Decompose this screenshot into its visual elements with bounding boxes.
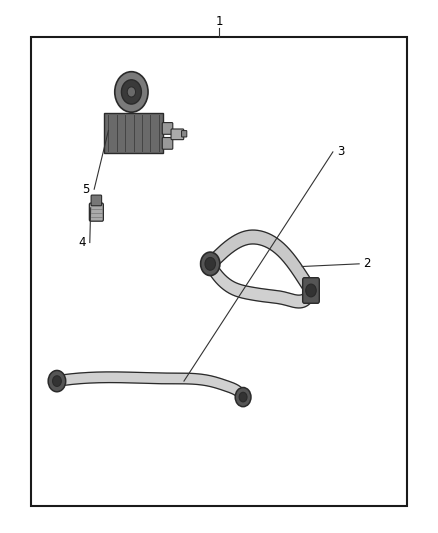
Circle shape bbox=[205, 257, 215, 270]
Circle shape bbox=[127, 87, 136, 97]
FancyBboxPatch shape bbox=[303, 278, 319, 303]
FancyBboxPatch shape bbox=[91, 195, 102, 206]
Bar bbox=[31, 37, 407, 506]
Circle shape bbox=[53, 376, 61, 386]
Text: 3: 3 bbox=[337, 146, 345, 158]
Circle shape bbox=[239, 392, 247, 402]
Circle shape bbox=[306, 284, 316, 297]
Polygon shape bbox=[207, 230, 315, 295]
FancyBboxPatch shape bbox=[104, 114, 163, 154]
FancyBboxPatch shape bbox=[181, 131, 187, 137]
Text: 5: 5 bbox=[82, 183, 90, 196]
Circle shape bbox=[115, 71, 148, 112]
Text: 4: 4 bbox=[78, 236, 85, 249]
Polygon shape bbox=[206, 261, 316, 308]
FancyBboxPatch shape bbox=[89, 203, 103, 221]
Polygon shape bbox=[57, 372, 247, 400]
Circle shape bbox=[235, 387, 251, 407]
FancyBboxPatch shape bbox=[171, 129, 184, 140]
Circle shape bbox=[201, 252, 220, 276]
FancyBboxPatch shape bbox=[162, 123, 173, 134]
Text: 1: 1 bbox=[215, 15, 223, 28]
FancyBboxPatch shape bbox=[162, 138, 173, 149]
Circle shape bbox=[121, 80, 141, 104]
Text: 2: 2 bbox=[364, 257, 371, 270]
Circle shape bbox=[48, 370, 66, 392]
